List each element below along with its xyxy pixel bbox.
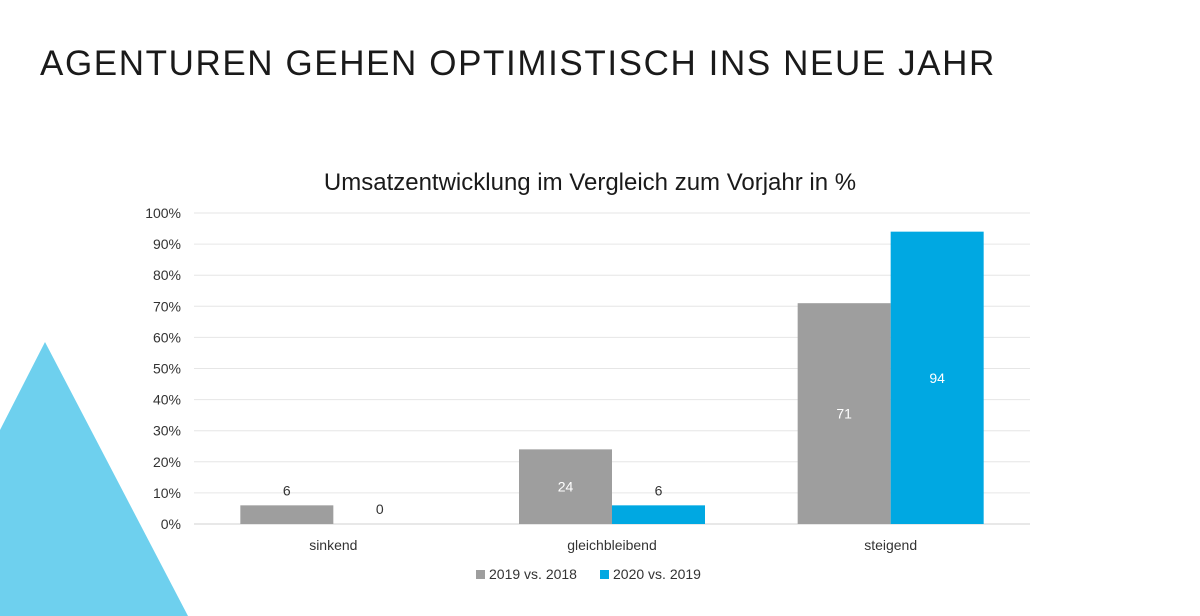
bar-2020-gleichbleibend — [612, 505, 705, 524]
legend-label: 2020 vs. 2019 — [613, 566, 701, 582]
y-tick-label: 0% — [161, 516, 181, 532]
y-tick-label: 60% — [153, 329, 181, 345]
y-tick-label: 20% — [153, 454, 181, 470]
x-tick-label: steigend — [864, 537, 917, 553]
data-label: 24 — [558, 479, 574, 495]
y-tick-label: 30% — [153, 423, 181, 439]
accent-triangle-shape — [0, 342, 188, 616]
bars — [240, 231, 984, 524]
data-label: 6 — [283, 482, 291, 498]
y-tick-label: 100% — [145, 205, 181, 221]
y-tick-label: 90% — [153, 236, 181, 252]
data-labels: 6 24 71 0 6 94 — [283, 370, 945, 517]
legend-swatch — [600, 570, 609, 579]
x-tick-label: gleichbleibend — [567, 537, 657, 553]
x-tick-label: sinkend — [309, 537, 357, 553]
y-tick-label: 10% — [153, 485, 181, 501]
y-tick-label: 80% — [153, 267, 181, 283]
data-label: 94 — [929, 370, 945, 386]
chart-title: Umsatzentwicklung im Vergleich zum Vorja… — [324, 169, 856, 196]
legend-label: 2019 vs. 2018 — [489, 566, 577, 582]
data-label: 0 — [376, 501, 384, 517]
x-axis-ticks: sinkend gleichbleibend steigend — [309, 537, 917, 553]
data-label: 71 — [836, 406, 852, 422]
y-tick-label: 50% — [153, 361, 181, 377]
legend-swatch — [476, 570, 485, 579]
y-tick-label: 40% — [153, 392, 181, 408]
y-axis-ticks: 0% 10% 20% 30% 40% 50% 60% 70% 80% 90% 100% — [145, 205, 181, 532]
bar-2019-sinkend — [240, 505, 334, 524]
bar-2020-steigend — [890, 231, 984, 524]
legend: 2019 vs. 2018 2020 vs. 2019 — [476, 566, 701, 582]
bar-2019-gleichbleibend — [519, 449, 612, 524]
y-tick-label: 70% — [153, 298, 181, 314]
data-label: 6 — [655, 482, 663, 498]
page-title: AGENTUREN GEHEN OPTIMISTISCH INS NEUE JA… — [40, 44, 996, 83]
bar-2019-steigend — [797, 303, 891, 524]
